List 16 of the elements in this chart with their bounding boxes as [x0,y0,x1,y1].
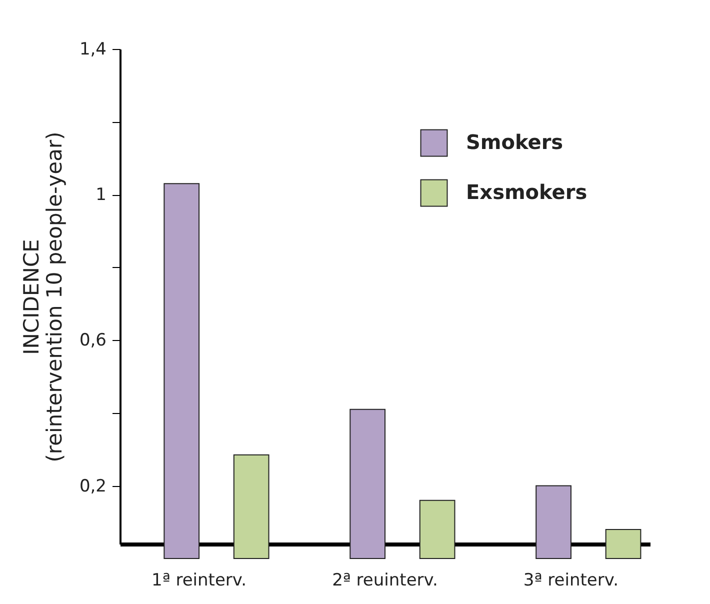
legend-label: Exsmokers [466,180,588,204]
y-axis-title: INCIDENCE (reintervention 10 people-year) [19,132,66,462]
bar [233,454,270,560]
x-tick-label: 3ª reinterv. [523,570,618,590]
bar [164,183,200,560]
bar [536,485,572,560]
y-tick-label: 1,4 [79,40,106,60]
bar [605,528,642,560]
y-tick-label: 0,6 [79,330,106,351]
x-tick-label: 1ª reinterv. [152,570,247,590]
y-tick-label: 0,2 [79,476,106,496]
bar [419,500,456,560]
bar [350,408,386,560]
y-tick-label: 1 [96,185,106,206]
x-tick-label: 2ª reuinterv. [332,570,438,590]
legend-label: Smokers [466,130,564,154]
